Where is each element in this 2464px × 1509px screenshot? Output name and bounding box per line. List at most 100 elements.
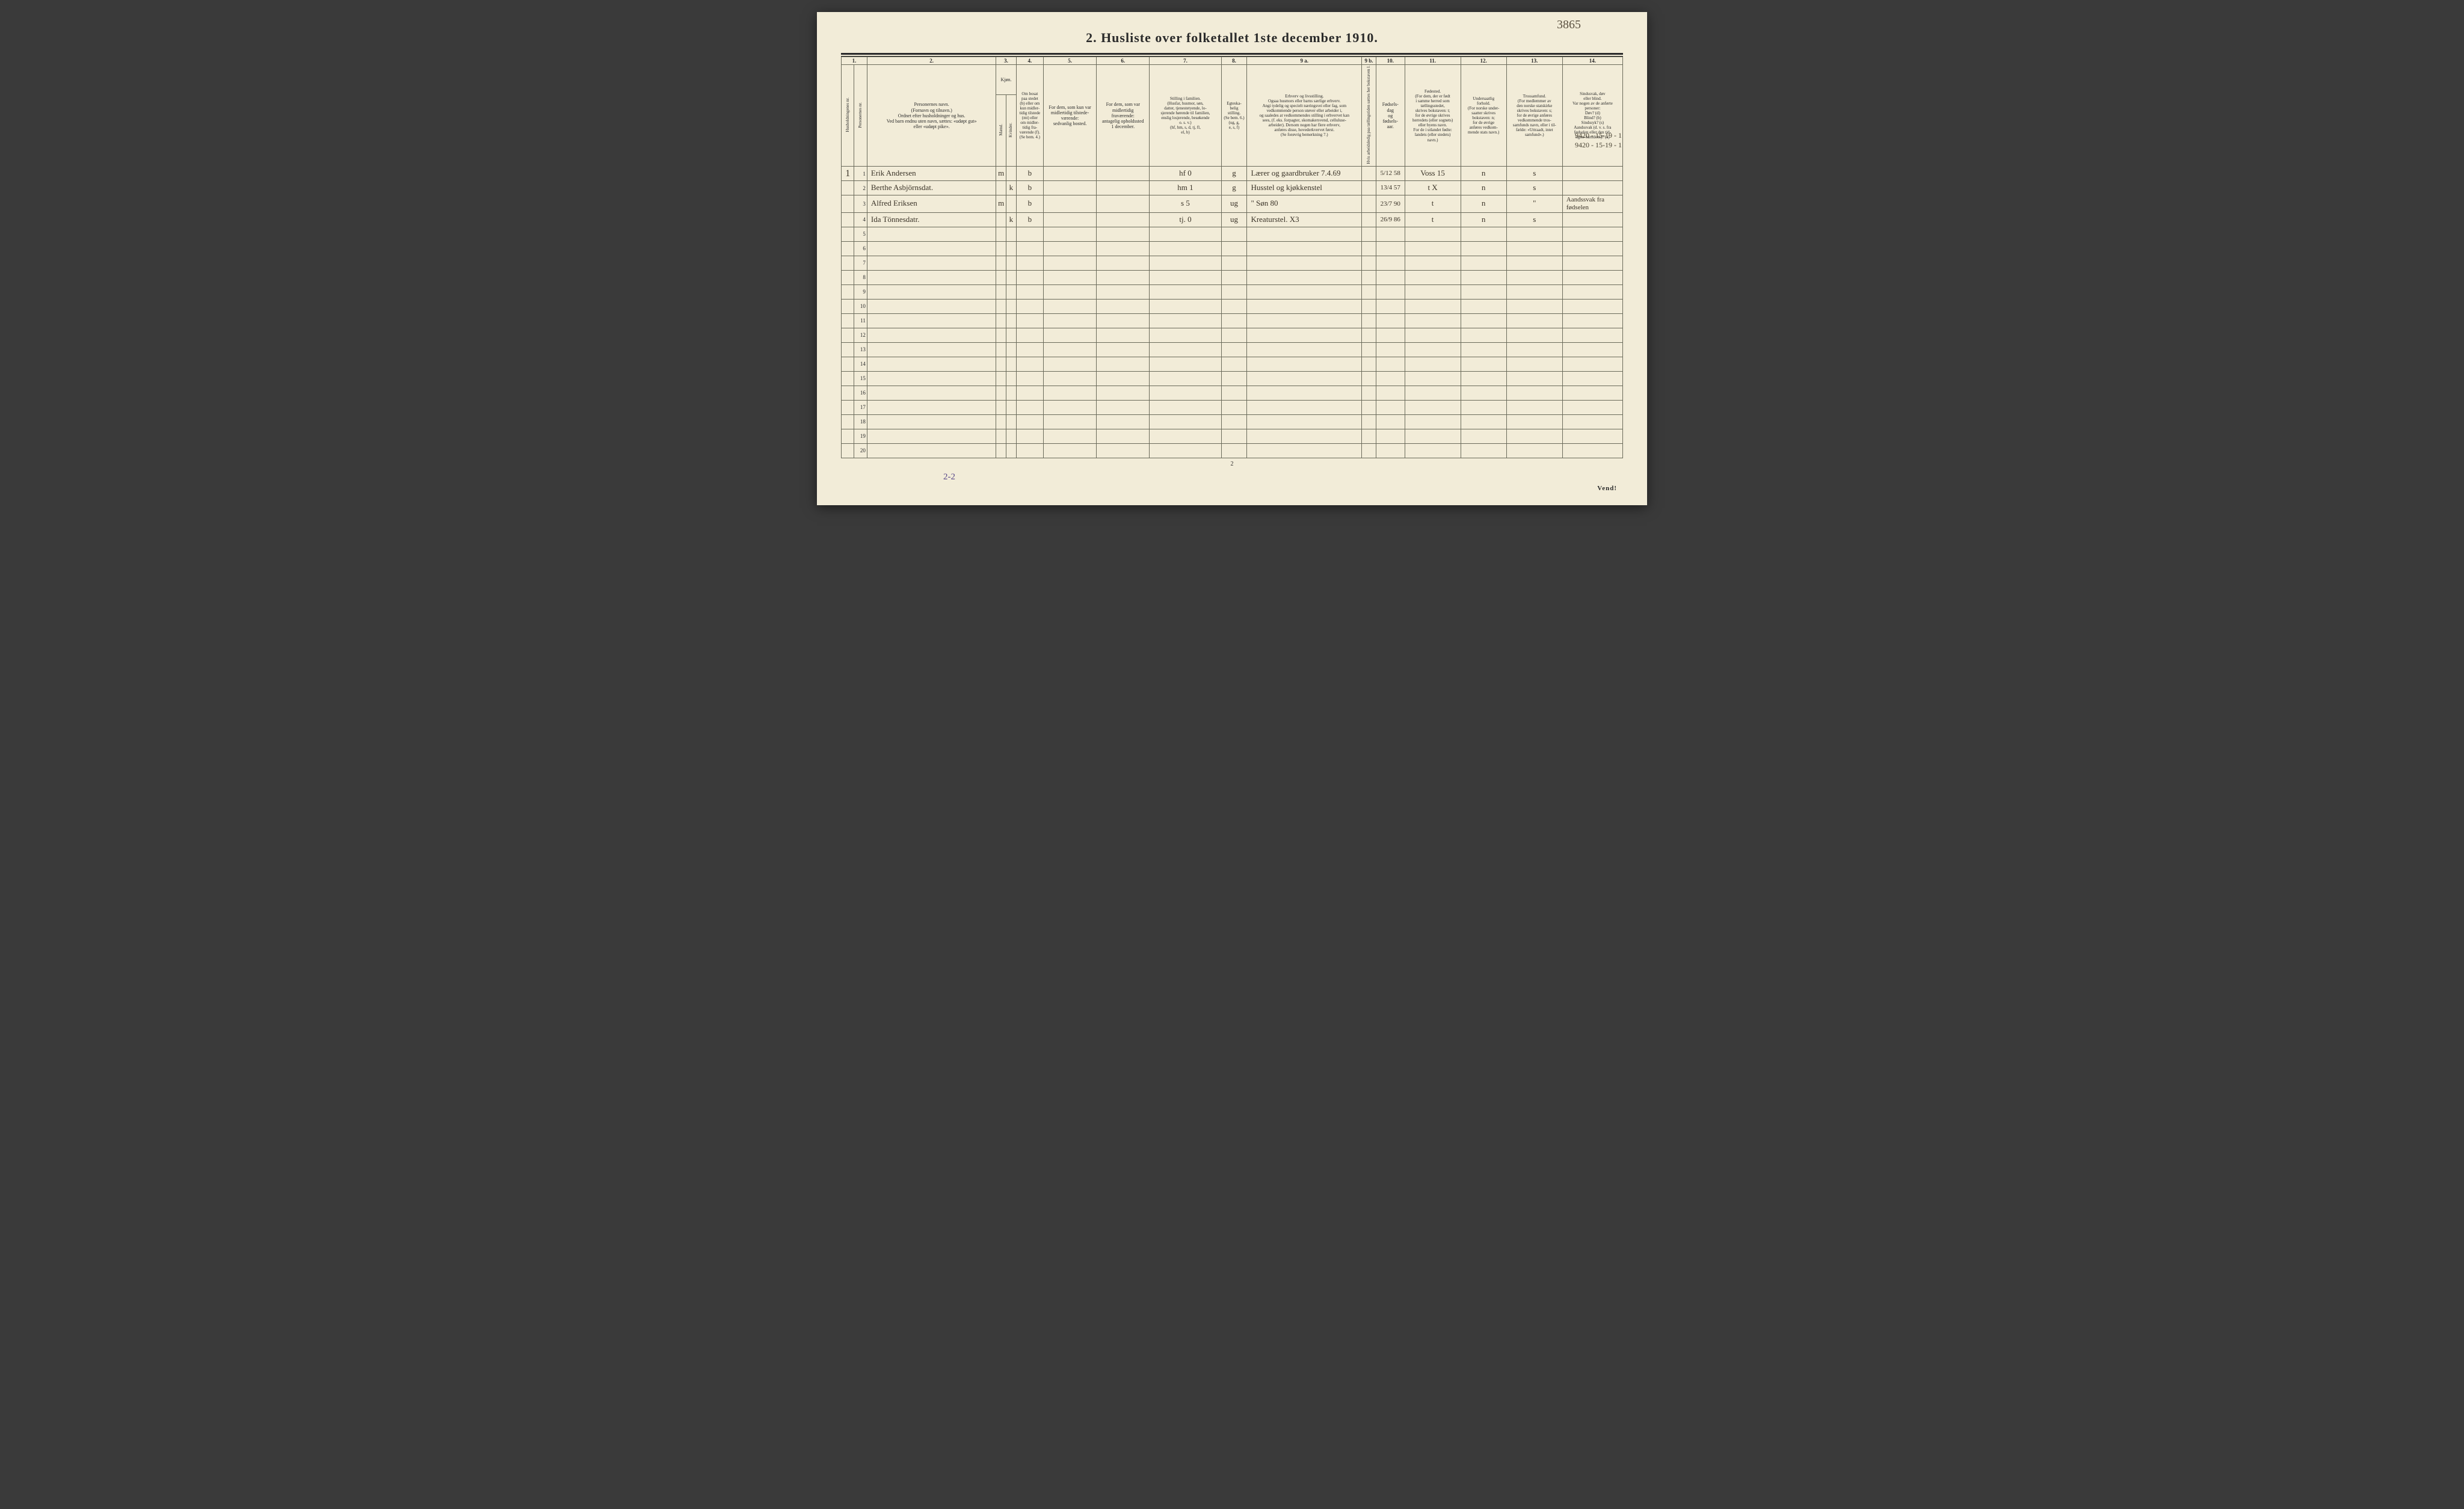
colnum-13: 13. xyxy=(1506,57,1562,65)
cell-fra xyxy=(1097,386,1150,400)
cell-household-nr xyxy=(842,241,854,256)
table-row: 11 xyxy=(842,313,1623,328)
cell-und xyxy=(1461,386,1506,400)
cell-tros xyxy=(1506,313,1562,328)
cell-bosat xyxy=(1016,284,1043,299)
cell-kjon-m xyxy=(996,414,1006,429)
colnum-5: 5. xyxy=(1044,57,1097,65)
handwritten-bottom-note: 2-2 xyxy=(943,472,955,482)
cell-mt xyxy=(1044,241,1097,256)
cell-fsted xyxy=(1405,313,1461,328)
cell-dob xyxy=(1376,227,1405,241)
colnum-3: 3. xyxy=(996,57,1016,65)
cell-egte xyxy=(1221,386,1247,400)
cell-fra xyxy=(1097,371,1150,386)
cell-bosat xyxy=(1016,299,1043,313)
cell-kjon-m xyxy=(996,357,1006,371)
cell-person-nr: 8 xyxy=(854,270,867,284)
h-egteskabelig: Egteska- belig stilling. (Se bem. 6.) (u… xyxy=(1221,65,1247,167)
cell-dob xyxy=(1376,284,1405,299)
cell-egte xyxy=(1221,227,1247,241)
cell-sind xyxy=(1562,328,1622,342)
cell-tros xyxy=(1506,299,1562,313)
cell-tros xyxy=(1506,443,1562,458)
cell-sind: Aandssvak fra fødselen xyxy=(1562,195,1622,212)
cell-bosat xyxy=(1016,371,1043,386)
cell-tros xyxy=(1506,371,1562,386)
h-stilling-familien: Stilling i familien. (Husfar, husmor, sø… xyxy=(1150,65,1221,167)
cell-fra xyxy=(1097,241,1150,256)
cell-erhverv: Lærer og gaardbruker 7.4.69 xyxy=(1247,167,1362,181)
cell-stilling xyxy=(1150,328,1221,342)
cell-egte xyxy=(1221,342,1247,357)
cell-stilling xyxy=(1150,400,1221,414)
cell-household-nr xyxy=(842,181,854,195)
h-kjon: Kjøn. xyxy=(996,65,1016,94)
h-undersaatlig: Undersaatlig forhold. (For norske under-… xyxy=(1461,65,1506,167)
cell-arb xyxy=(1362,212,1376,227)
cell-sind xyxy=(1562,241,1622,256)
cell-arb xyxy=(1362,386,1376,400)
cell-erhverv xyxy=(1247,284,1362,299)
h-fodselsdag: Fødsels- dag og fødsels- aar. xyxy=(1376,65,1405,167)
cell-stilling xyxy=(1150,342,1221,357)
cell-fsted xyxy=(1405,241,1461,256)
cell-bosat: b xyxy=(1016,195,1043,212)
cell-household-nr xyxy=(842,299,854,313)
cell-fra xyxy=(1097,270,1150,284)
cell-erhverv xyxy=(1247,386,1362,400)
cell-bosat xyxy=(1016,386,1043,400)
cell-mt xyxy=(1044,357,1097,371)
cell-egte xyxy=(1221,241,1247,256)
cell-tros: s xyxy=(1506,167,1562,181)
cell-stilling xyxy=(1150,371,1221,386)
cell-fsted xyxy=(1405,386,1461,400)
cell-household-nr xyxy=(842,270,854,284)
table-row: 2Berthe Asbjörnsdat.kbhm 1gHusstel og kj… xyxy=(842,181,1623,195)
cell-egte: g xyxy=(1221,167,1247,181)
cell-kjon-m xyxy=(996,181,1006,195)
cell-stilling xyxy=(1150,429,1221,443)
cell-arb xyxy=(1362,241,1376,256)
cell-egte: ug xyxy=(1221,212,1247,227)
cell-fra xyxy=(1097,195,1150,212)
cell-kjon-k xyxy=(1006,357,1017,371)
cell-kjon-m: m xyxy=(996,167,1006,181)
cell-fsted xyxy=(1405,342,1461,357)
cell-mt xyxy=(1044,328,1097,342)
h-kjon-m: Mænd. xyxy=(996,94,1006,167)
cell-und xyxy=(1461,371,1506,386)
cell-egte xyxy=(1221,414,1247,429)
colnum-2: 2. xyxy=(867,57,996,65)
cell-dob xyxy=(1376,400,1405,414)
cell-name xyxy=(867,386,996,400)
cell-kjon-m: m xyxy=(996,195,1006,212)
cell-und xyxy=(1461,227,1506,241)
cell-kjon-m xyxy=(996,256,1006,270)
cell-stilling: s 5 xyxy=(1150,195,1221,212)
table-body: 11Erik Andersenmbhf 0gLærer og gaardbruk… xyxy=(842,167,1623,458)
footer-page-number: 2 xyxy=(841,461,1623,467)
cell-name: Berthe Asbjörnsdat. xyxy=(867,181,996,195)
h-kjon-k: Kvinder. xyxy=(1006,94,1017,167)
cell-name xyxy=(867,371,996,386)
cell-sind xyxy=(1562,313,1622,328)
cell-arb xyxy=(1362,328,1376,342)
h-household-nr: Husholdningenes nr. xyxy=(842,65,854,167)
cell-person-nr: 3 xyxy=(854,195,867,212)
cell-fsted: t xyxy=(1405,195,1461,212)
cell-fsted xyxy=(1405,299,1461,313)
cell-kjon-m xyxy=(996,371,1006,386)
table-row: 5 xyxy=(842,227,1623,241)
colnum-12: 12. xyxy=(1461,57,1506,65)
cell-fsted xyxy=(1405,429,1461,443)
cell-und xyxy=(1461,284,1506,299)
cell-name xyxy=(867,270,996,284)
table-row: 15 xyxy=(842,371,1623,386)
cell-bosat xyxy=(1016,429,1043,443)
cell-person-nr: 15 xyxy=(854,371,867,386)
cell-sind xyxy=(1562,429,1622,443)
cell-sind xyxy=(1562,414,1622,429)
cell-mt xyxy=(1044,167,1097,181)
cell-household-nr xyxy=(842,313,854,328)
